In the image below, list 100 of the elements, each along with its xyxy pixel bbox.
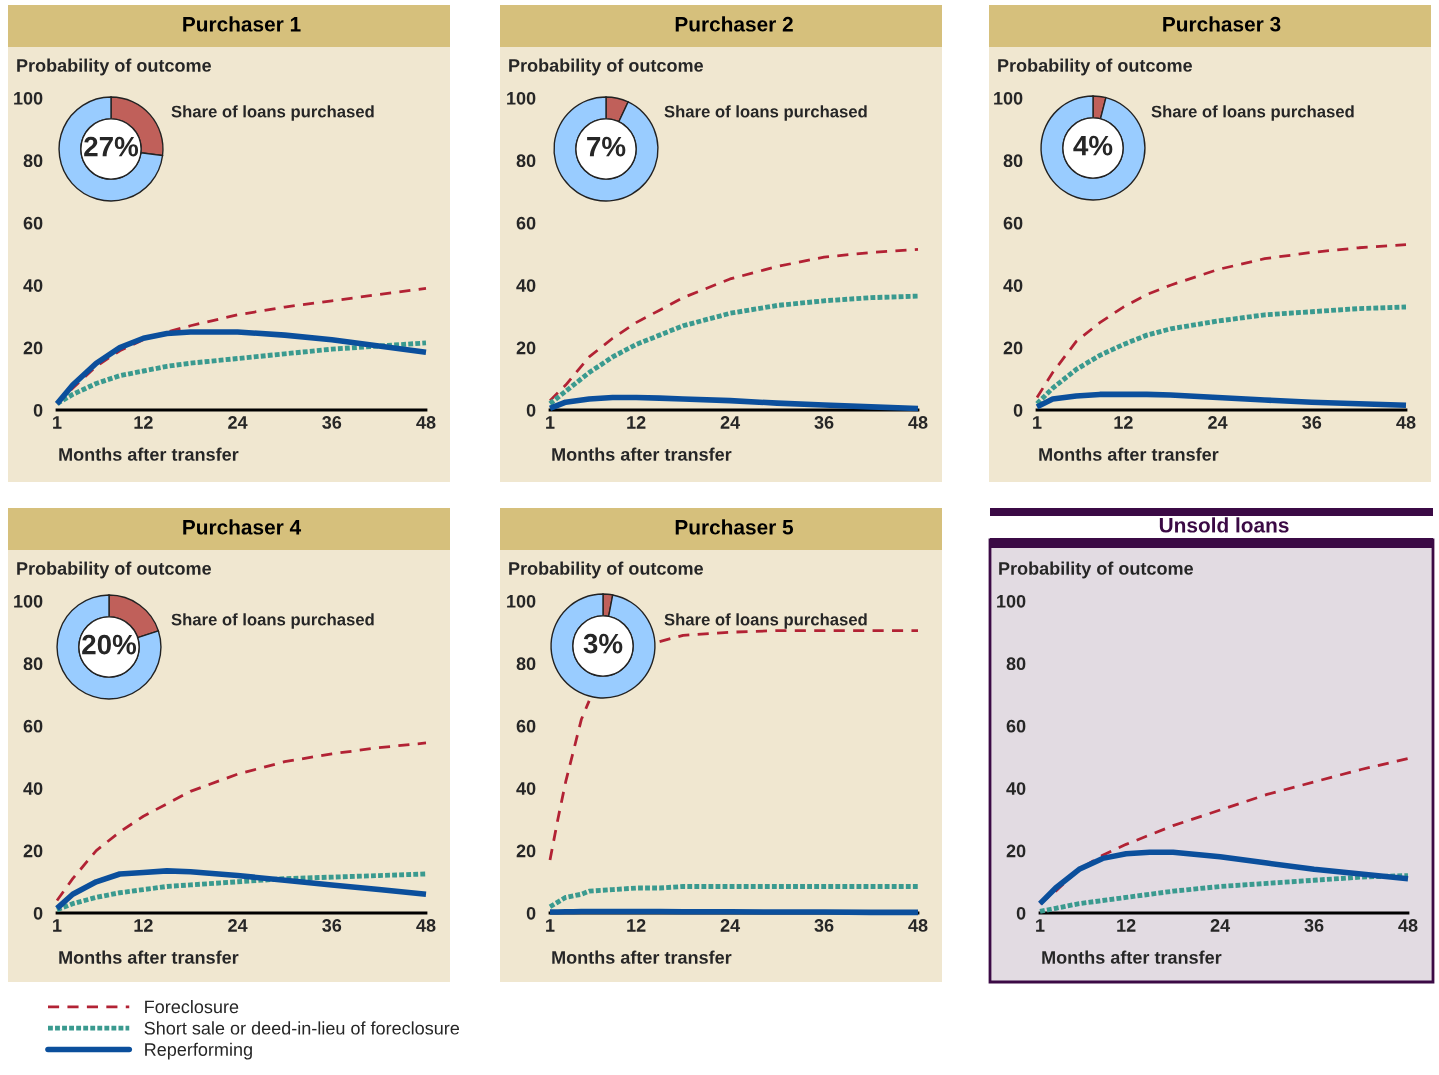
annotation: 27%	[84, 136, 139, 157]
y-tick-label: 80	[23, 154, 43, 168]
y-tick-label: 100	[507, 91, 536, 105]
chart-title: Purchaser 5	[675, 519, 794, 535]
x-tick-label: 48	[908, 416, 928, 429]
annotation: 3%	[583, 633, 623, 654]
x-tick-label: 12	[627, 919, 646, 932]
y-tick-label: 0	[33, 906, 43, 920]
x-tick-label: 1	[546, 416, 555, 429]
y-tick-label: 80	[516, 657, 536, 671]
x-tick-label: 24	[720, 416, 741, 429]
x-tick-label: 12	[1114, 416, 1133, 429]
x-tick-label: 48	[416, 416, 436, 429]
y-tick-label: 0	[526, 403, 536, 417]
donut-slice	[550, 593, 656, 699]
y-tick-label: 100	[507, 594, 536, 608]
donut-slice	[1040, 95, 1146, 201]
y-tick-label: 60	[516, 216, 536, 230]
y-tick-label: 20	[516, 341, 536, 355]
legend-label: Reperforming	[145, 1042, 252, 1060]
y-tick-label: 80	[23, 657, 43, 671]
y-tick-label: 40	[1006, 782, 1026, 795]
x-tick-label: 12	[134, 416, 153, 429]
y-axis-title: Probability of outcome	[17, 561, 211, 579]
y-tick-label: 20	[23, 844, 43, 858]
x-tick-label: 48	[908, 919, 928, 932]
x-axis-title: Months after transfer	[1039, 447, 1219, 461]
donut-slice	[56, 594, 162, 700]
chart-title: Purchaser 2	[675, 16, 793, 32]
x-tick-label: 48	[1396, 416, 1416, 429]
chart-title: Unsold loans	[1159, 517, 1289, 533]
chart-title: Purchaser 3	[1163, 16, 1281, 32]
annotation: 4%	[1073, 135, 1113, 156]
x-tick-label: 1	[53, 919, 62, 932]
chart-title: Purchaser 4	[183, 519, 302, 535]
annotation: 7%	[587, 136, 626, 157]
x-tick-label: 48	[416, 919, 436, 932]
x-tick-label: 36	[322, 919, 342, 932]
y-tick-label: 40	[516, 279, 536, 292]
legend-label: Foreclosure	[145, 1000, 239, 1014]
y-tick-label: 20	[23, 341, 43, 355]
y-tick-label: 40	[23, 782, 43, 795]
line-series	[1034, 304, 1409, 407]
annotation: Share of loans purchased	[1151, 105, 1354, 121]
x-tick-label: 24	[228, 416, 248, 429]
x-tick-label: 48	[1398, 919, 1418, 932]
y-tick-label: 20	[516, 844, 536, 858]
legend-label: Short sale or deed-in-lieu of foreclosure	[144, 1021, 460, 1035]
y-axis-title: Probability of outcome	[509, 561, 703, 579]
y-tick-label: 80	[1006, 657, 1026, 671]
y-tick-label: 40	[23, 279, 43, 292]
x-axis-title: Months after transfer	[59, 447, 239, 461]
y-tick-label: 60	[1003, 216, 1023, 230]
y-tick-label: 100	[14, 91, 43, 105]
y-tick-label: 60	[23, 719, 43, 733]
annotation: Share of loans purchased	[171, 613, 374, 629]
line-series	[547, 293, 921, 407]
y-tick-label: 20	[1003, 341, 1023, 355]
line-series	[1037, 873, 1411, 914]
x-tick-label: 12	[1117, 919, 1136, 932]
y-axis-title: Probability of outcome	[999, 561, 1193, 579]
y-tick-label: 80	[516, 154, 536, 168]
x-tick-label: 24	[720, 919, 741, 932]
chart-title: Purchaser 1	[183, 16, 301, 32]
donut-slice	[553, 96, 659, 202]
line-series	[1035, 243, 1408, 399]
y-tick-label: 40	[1003, 279, 1023, 292]
x-axis-title: Months after transfer	[552, 950, 732, 964]
y-tick-label: 80	[1003, 154, 1023, 168]
line-series	[55, 741, 428, 902]
y-tick-label: 20	[1006, 844, 1026, 858]
y-axis-title: Probability of outcome	[998, 58, 1192, 76]
y-tick-label: 60	[516, 719, 536, 733]
x-axis-title: Months after transfer	[1042, 950, 1222, 964]
x-tick-label: 36	[814, 919, 834, 932]
x-tick-label: 1	[1036, 919, 1045, 932]
x-tick-label: 24	[228, 919, 248, 932]
y-tick-label: 0	[1016, 906, 1026, 920]
line-series	[548, 247, 920, 403]
x-tick-label: 36	[322, 416, 342, 429]
y-tick-label: 60	[1006, 719, 1026, 733]
y-tick-label: 60	[23, 216, 43, 230]
x-tick-label: 1	[53, 416, 62, 429]
line-series	[547, 884, 921, 910]
y-tick-label: 40	[516, 782, 536, 795]
x-tick-label: 36	[1302, 416, 1322, 429]
y-tick-label: 100	[994, 91, 1023, 105]
annotation: Share of loans purchased	[664, 613, 867, 629]
x-tick-label: 12	[134, 919, 153, 932]
annotation: Share of loans purchased	[171, 105, 374, 121]
y-axis-title: Probability of outcome	[17, 58, 211, 76]
y-axis-title: Probability of outcome	[509, 58, 703, 76]
x-tick-label: 1	[546, 919, 555, 932]
y-tick-label: 100	[14, 594, 43, 608]
x-axis-title: Months after transfer	[552, 447, 732, 461]
y-tick-label: 100	[997, 594, 1026, 608]
x-tick-label: 1	[1033, 416, 1042, 429]
x-tick-label: 36	[1304, 919, 1324, 932]
y-tick-label: 0	[1013, 403, 1023, 417]
x-tick-label: 36	[814, 416, 834, 429]
